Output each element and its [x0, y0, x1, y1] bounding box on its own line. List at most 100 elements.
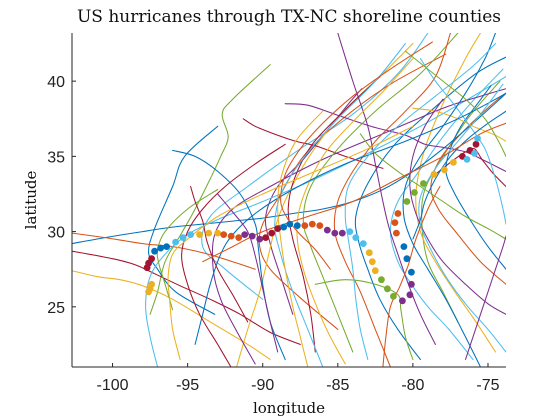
landfall-point	[280, 223, 288, 231]
hurricane-track-49	[167, 125, 414, 361]
landfall-cluster-18	[403, 180, 427, 205]
landfall-point	[145, 288, 153, 296]
hurricane-track-19	[145, 76, 506, 367]
x-tick-label: -75	[476, 377, 499, 394]
hurricane-track-18	[72, 270, 271, 361]
hurricane-track-36	[194, 92, 506, 345]
landfall-point	[308, 220, 316, 228]
y-tick-label: 35	[47, 149, 65, 166]
landfall-point	[205, 229, 213, 237]
hurricane-track-15	[72, 92, 506, 245]
hurricane-track-46	[202, 122, 506, 263]
landfall-point	[390, 292, 397, 300]
landfall-point	[172, 238, 180, 246]
landfall-cluster-5	[196, 229, 222, 239]
landfall-point	[323, 226, 331, 234]
y-axis-label: latitude	[22, 171, 40, 230]
hurricane-track-3	[201, 33, 429, 300]
landfall-point	[371, 267, 379, 275]
landfall-cluster-10	[301, 220, 324, 230]
hurricane-track-24	[333, 33, 451, 367]
landfall-point	[378, 276, 385, 284]
landfall-point	[420, 180, 427, 187]
landfall-cluster-21	[463, 134, 481, 163]
hurricane-track-41	[277, 110, 324, 367]
landfall-point	[179, 234, 187, 242]
hurricane-track-23	[274, 42, 406, 367]
landfall-point	[248, 232, 256, 240]
landfall-point	[384, 285, 391, 293]
x-tick-label: -90	[251, 377, 274, 394]
axes	[71, 33, 506, 368]
landfall-point	[471, 150, 478, 157]
chart-title: US hurricanes through TX-NC shoreline co…	[77, 7, 501, 27]
landfall-cluster-3	[151, 243, 171, 255]
landfall-point	[411, 189, 418, 196]
landfall-point	[441, 166, 448, 174]
landfall-point	[331, 229, 339, 237]
landfall-cluster-12	[346, 228, 367, 248]
landfall-point	[196, 231, 204, 239]
hurricane-track-1	[149, 64, 271, 315]
landfall-point	[286, 220, 294, 228]
landfall-point	[430, 171, 438, 178]
hurricane-track-34	[296, 58, 414, 365]
x-tick-label: -85	[326, 377, 349, 394]
landfall-point	[450, 159, 457, 166]
landfall-point	[187, 231, 195, 239]
hurricane-track-40	[217, 193, 279, 353]
landfall-point	[403, 198, 411, 205]
hurricane-track-38	[418, 83, 506, 353]
hurricane-track-25	[337, 33, 436, 345]
landfall-cluster-4	[172, 231, 195, 246]
landfall-point	[235, 234, 243, 242]
landfall-cluster-9	[280, 220, 301, 231]
landfall-point	[163, 243, 171, 251]
landfall-cluster-8	[262, 225, 282, 242]
hurricane-track-10	[421, 80, 501, 323]
landfall-cluster-11	[323, 226, 346, 237]
hurricane-track-39	[280, 41, 433, 270]
landfall-point	[399, 297, 406, 305]
landfall-point	[316, 222, 324, 230]
x-tick-label: -100	[97, 377, 129, 394]
landfall-point	[346, 228, 354, 236]
landfall-cluster-2	[143, 255, 156, 272]
y-tick-label: 30	[47, 225, 65, 242]
landfall-point	[352, 234, 360, 242]
hurricane-track-7	[287, 76, 381, 353]
landfall-point	[368, 258, 376, 266]
landfall-point	[472, 140, 480, 148]
landfall-cluster-13	[365, 249, 379, 275]
hurricane-track-12	[415, 33, 497, 353]
landfall-cluster-19	[430, 159, 457, 178]
x-tick-label: -95	[176, 377, 199, 394]
hurricane-track-42	[359, 133, 506, 240]
hurricane-track-31	[382, 185, 441, 367]
landfall-cluster-14	[378, 276, 397, 300]
x-tick-label: -80	[401, 377, 424, 394]
landfall-point	[143, 264, 151, 272]
landfall-point	[214, 229, 222, 237]
hurricane-track-22	[302, 33, 459, 353]
y-tick-label: 40	[47, 74, 65, 91]
landfall-point	[474, 134, 481, 142]
hurricane-track-43	[344, 42, 497, 361]
hurricane-track-2	[148, 125, 219, 315]
landfall-point	[220, 231, 228, 239]
landfall-cluster-1	[145, 280, 156, 296]
landfall-point	[359, 240, 367, 248]
landfall-point	[256, 235, 264, 243]
landfall-point	[148, 280, 156, 288]
landfall-markers	[143, 134, 481, 305]
landfall-point	[274, 225, 282, 233]
landfall-cluster-16	[400, 243, 415, 276]
x-ticks: -100 -95 -90 -85 -80 -75	[97, 363, 500, 394]
x-axis-label: longitude	[253, 399, 325, 417]
hurricane-track-5	[258, 53, 447, 330]
landfall-cluster-15	[399, 280, 415, 305]
landfall-point	[301, 222, 309, 230]
landfall-point	[241, 231, 249, 239]
landfall-cluster-6	[220, 231, 243, 242]
